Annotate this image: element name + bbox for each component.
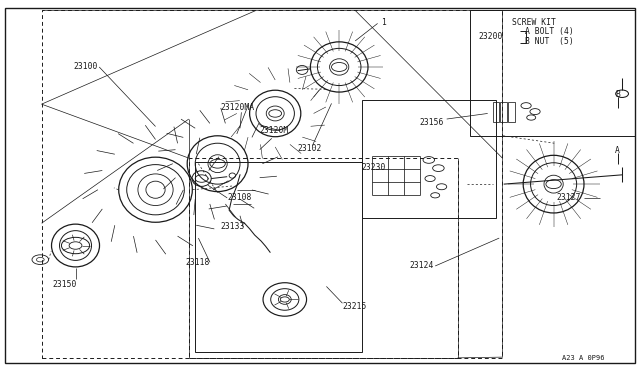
Text: 23230: 23230 — [362, 163, 386, 172]
Text: 23215: 23215 — [342, 302, 367, 311]
Text: 1: 1 — [381, 18, 386, 27]
Bar — [189, 158, 458, 358]
Text: 23120MA: 23120MA — [221, 103, 255, 112]
Text: B: B — [615, 90, 620, 99]
Bar — [470, 10, 635, 136]
Text: A: A — [615, 146, 620, 155]
Text: 23120M: 23120M — [259, 126, 289, 135]
Text: 23124: 23124 — [410, 262, 434, 270]
Text: 23127: 23127 — [557, 193, 581, 202]
Text: SCREW KIT: SCREW KIT — [512, 18, 556, 27]
Text: A23 A 0P96: A23 A 0P96 — [562, 355, 604, 361]
Bar — [195, 162, 362, 352]
Text: 23200: 23200 — [479, 32, 503, 41]
Text: 23100: 23100 — [74, 62, 98, 71]
Text: B NUT  (5): B NUT (5) — [525, 37, 573, 46]
Bar — [500, 102, 507, 122]
Text: 23118: 23118 — [186, 258, 210, 267]
Bar — [42, 10, 502, 358]
Text: 23150: 23150 — [52, 280, 77, 289]
Bar — [493, 102, 499, 122]
Text: A BOLT (4): A BOLT (4) — [525, 27, 573, 36]
Bar — [508, 102, 515, 122]
Text: 23133: 23133 — [221, 222, 245, 231]
Text: 23108: 23108 — [227, 193, 252, 202]
Text: 23156: 23156 — [419, 118, 444, 126]
Bar — [362, 100, 496, 218]
Text: 23102: 23102 — [298, 144, 322, 153]
